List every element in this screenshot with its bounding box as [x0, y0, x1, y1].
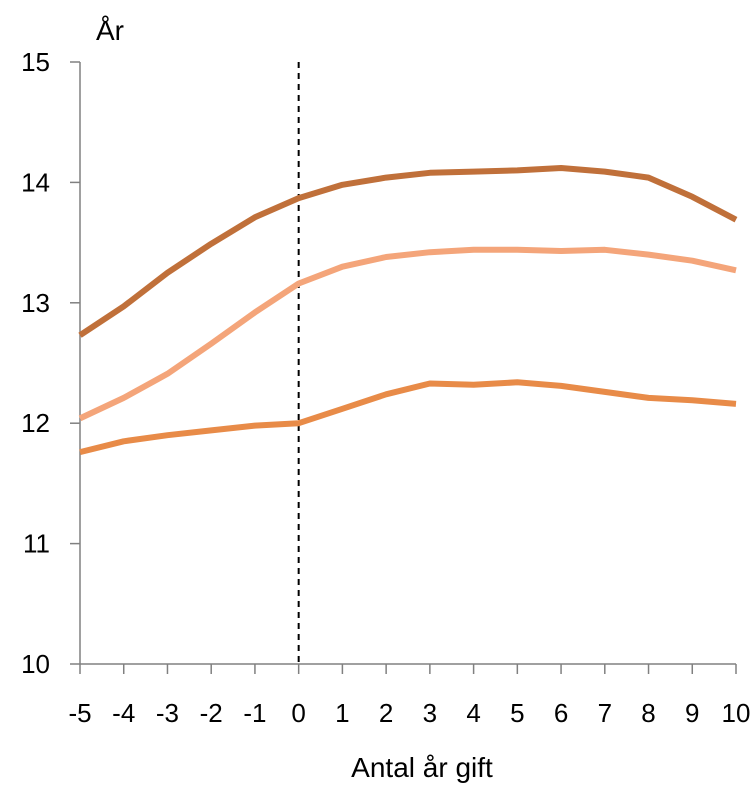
series-group [78, 165, 738, 456]
x-tick-label: 0 [291, 698, 305, 728]
series-line-2 [78, 246, 737, 422]
x-tick-label: 9 [685, 698, 699, 728]
x-tick-label: 8 [641, 698, 655, 728]
x-tick-label: -1 [243, 698, 266, 728]
x-tick-label: 2 [379, 698, 393, 728]
x-tick-label: -5 [68, 698, 91, 728]
x-tick-label: -4 [112, 698, 135, 728]
axes [70, 61, 737, 674]
y-tick-label: 13 [21, 288, 50, 318]
x-tick-label: 5 [510, 698, 524, 728]
x-tick-label: 10 [722, 698, 751, 728]
y-tick-label: 12 [21, 408, 50, 438]
x-tick-label: -3 [156, 698, 179, 728]
y-tick-label: 14 [21, 167, 50, 197]
x-tick-label: 7 [598, 698, 612, 728]
series-line-3 [79, 379, 737, 456]
x-tick-label: 1 [335, 698, 349, 728]
x-tick-label: -2 [200, 698, 223, 728]
y-tick-label: 10 [21, 649, 50, 679]
x-tick-label: 4 [466, 698, 480, 728]
y-tick-label: 15 [21, 47, 50, 77]
x-tick-label: 6 [554, 698, 568, 728]
y-axis-title: År [96, 15, 124, 46]
y-tick-label: 11 [23, 529, 50, 559]
x-axis-title: Antal år gift [351, 752, 493, 783]
x-tick-label: 3 [423, 698, 437, 728]
series-line-1 [78, 165, 738, 338]
